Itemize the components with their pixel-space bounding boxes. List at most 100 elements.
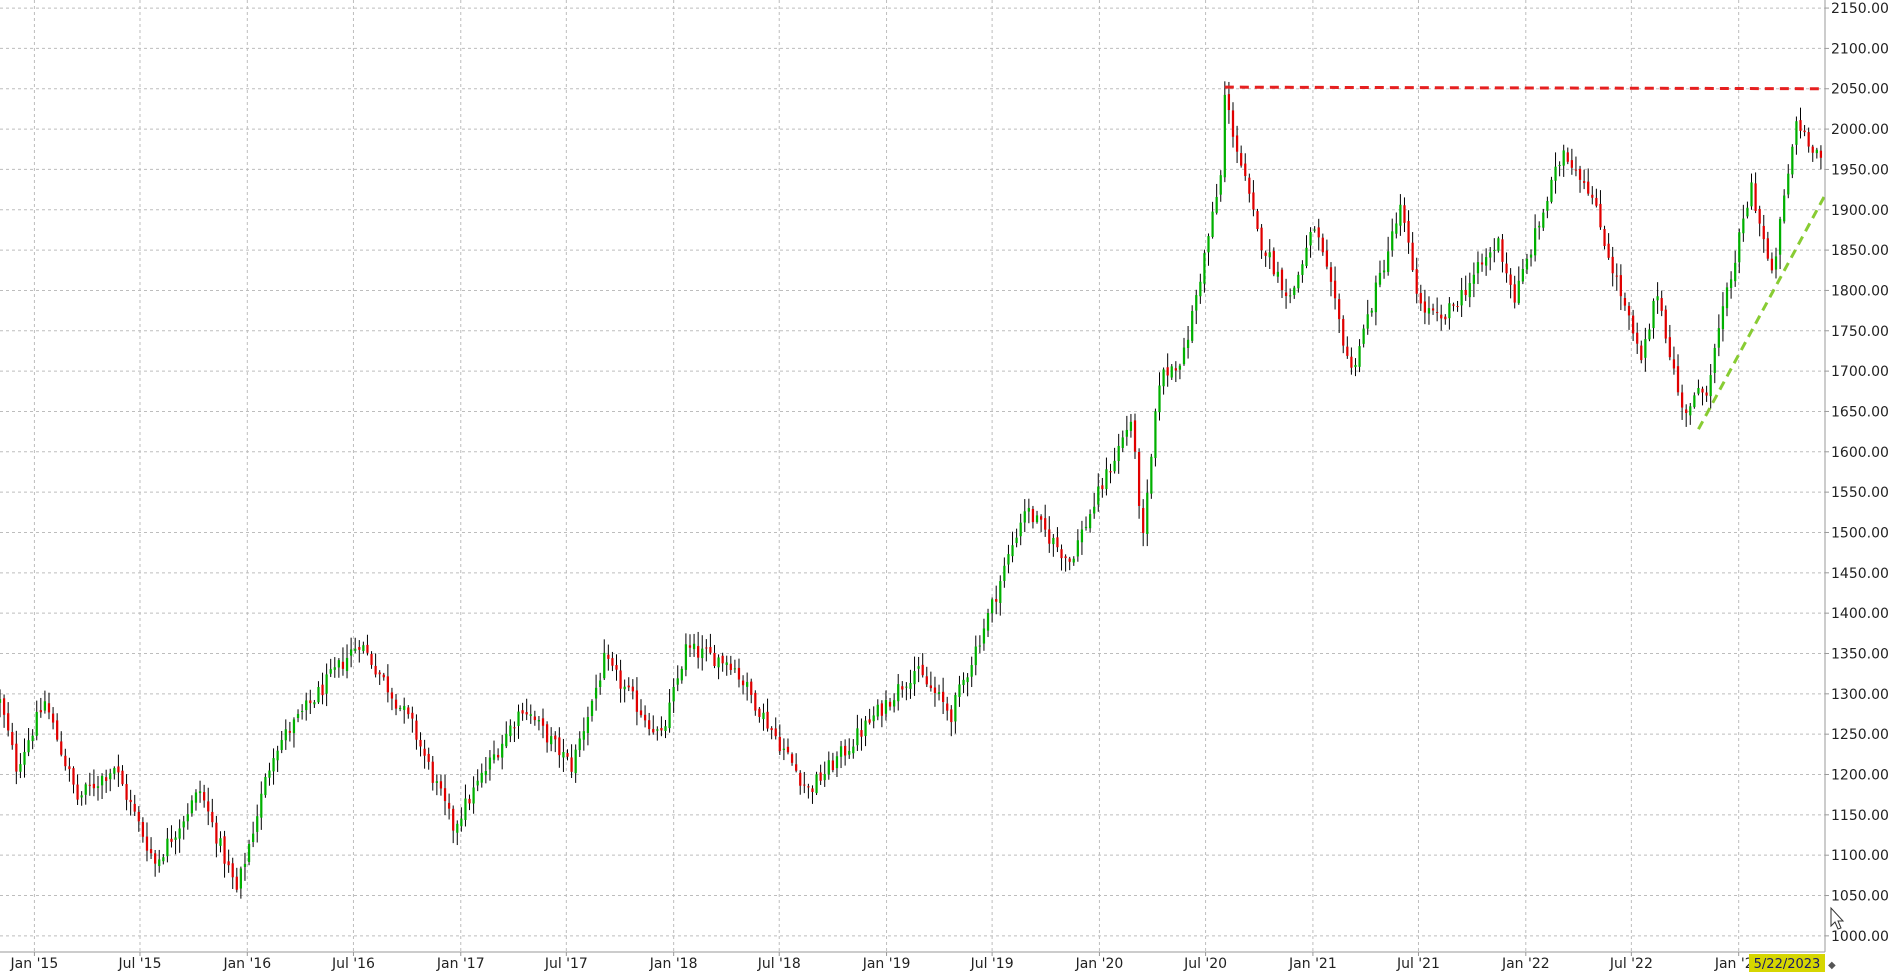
candle-body (1325, 250, 1329, 267)
candle-body (141, 821, 145, 837)
candle-body (578, 738, 581, 751)
candle-body (590, 700, 594, 716)
candle-body (566, 753, 569, 757)
candle-body (1142, 508, 1145, 533)
candle-body (962, 679, 965, 686)
y-tick-label: 1600.00 (1831, 445, 1889, 461)
candle-body (1174, 368, 1177, 371)
candle-body (1513, 284, 1516, 303)
candle-body (178, 828, 181, 839)
candle-body (439, 781, 443, 789)
candle-body (627, 685, 630, 688)
x-tick-label: Jan '17 (436, 956, 485, 972)
candle-body (1317, 227, 1320, 238)
candle-body (750, 681, 753, 695)
candle-body (541, 718, 545, 726)
x-tick-label: Jul '16 (331, 956, 375, 972)
candle-body (203, 792, 206, 801)
candle-body (1436, 311, 1439, 313)
candle-body (390, 692, 394, 699)
candle-body (105, 777, 108, 781)
candle-body (1035, 515, 1039, 523)
candle-body (1125, 429, 1128, 437)
candle-body (1591, 194, 1594, 198)
candle-body (1742, 218, 1745, 234)
candle-body (121, 770, 124, 785)
candle-body (170, 838, 173, 842)
candle-body (1587, 181, 1590, 194)
candle-body (1423, 301, 1427, 313)
candle-body (1664, 309, 1667, 339)
candle-body (525, 712, 528, 715)
candle-body (313, 702, 316, 705)
candle-body (950, 709, 953, 723)
candle-body (386, 676, 389, 693)
candle-body (1289, 295, 1292, 297)
candle-body (415, 720, 418, 740)
candle-body (1660, 298, 1663, 311)
candle-body (1517, 280, 1520, 304)
candle-body (656, 729, 659, 731)
candle-body (1615, 275, 1618, 277)
candle-body (174, 837, 177, 840)
candle-body (0, 699, 2, 703)
candle-body (860, 730, 863, 737)
candle-body (803, 784, 806, 786)
candle-body (1574, 169, 1578, 171)
candle-body (664, 726, 667, 731)
candle-body (688, 645, 692, 648)
candle-body (223, 836, 226, 864)
candle-body (1734, 262, 1737, 282)
candle-body (27, 740, 30, 753)
candle-body (1431, 308, 1435, 311)
candle-body (1170, 366, 1173, 378)
candle-body (1146, 492, 1149, 535)
candle-body (1578, 168, 1582, 180)
candle-body (1101, 485, 1104, 490)
mouse-cursor-icon (1830, 906, 1845, 930)
candle-body (1044, 518, 1047, 530)
candle-body (1799, 120, 1802, 131)
candle-body (464, 798, 467, 820)
candle-body (80, 795, 83, 798)
x-tick-label: Jan '15 (10, 956, 59, 972)
candle-body (1060, 549, 1063, 559)
candle-body (1787, 173, 1790, 195)
x-tick-label: Jul '18 (757, 956, 801, 972)
candle-body (1497, 238, 1500, 251)
candle-body (550, 736, 553, 745)
candle-body (1178, 365, 1182, 370)
candle-body (219, 838, 222, 846)
candle-body (1415, 269, 1418, 294)
candle-body (125, 784, 128, 800)
candle-body (1007, 554, 1010, 565)
x-tick-label: Jan '21 (1288, 956, 1337, 972)
candle-body (427, 753, 430, 762)
candle-body (452, 808, 455, 831)
candle-body (1048, 529, 1051, 544)
candle-body (835, 756, 839, 769)
candle-body (1729, 279, 1733, 288)
candle-body (100, 775, 104, 786)
candle-body (19, 764, 22, 772)
candle-body (864, 720, 867, 737)
y-tick-label: 1350.00 (1831, 646, 1889, 662)
candle-body (235, 876, 238, 890)
candle-body (521, 710, 524, 714)
candle-body (349, 649, 353, 656)
candle-body (1427, 308, 1431, 314)
candle-body (182, 821, 185, 828)
candle-body (362, 645, 365, 651)
candle-body (1529, 254, 1533, 258)
x-tick-label: Jan '19 (862, 956, 911, 972)
candle-body (799, 772, 802, 786)
candle-body (1407, 220, 1410, 243)
candle-body (623, 686, 626, 690)
candle-body (1619, 275, 1622, 297)
candle-body (47, 703, 51, 713)
candle-body (831, 760, 835, 771)
candle-body (652, 728, 655, 733)
candle-body (284, 729, 287, 741)
candle-body (133, 803, 136, 812)
y-tick-label: 1100.00 (1831, 848, 1889, 864)
